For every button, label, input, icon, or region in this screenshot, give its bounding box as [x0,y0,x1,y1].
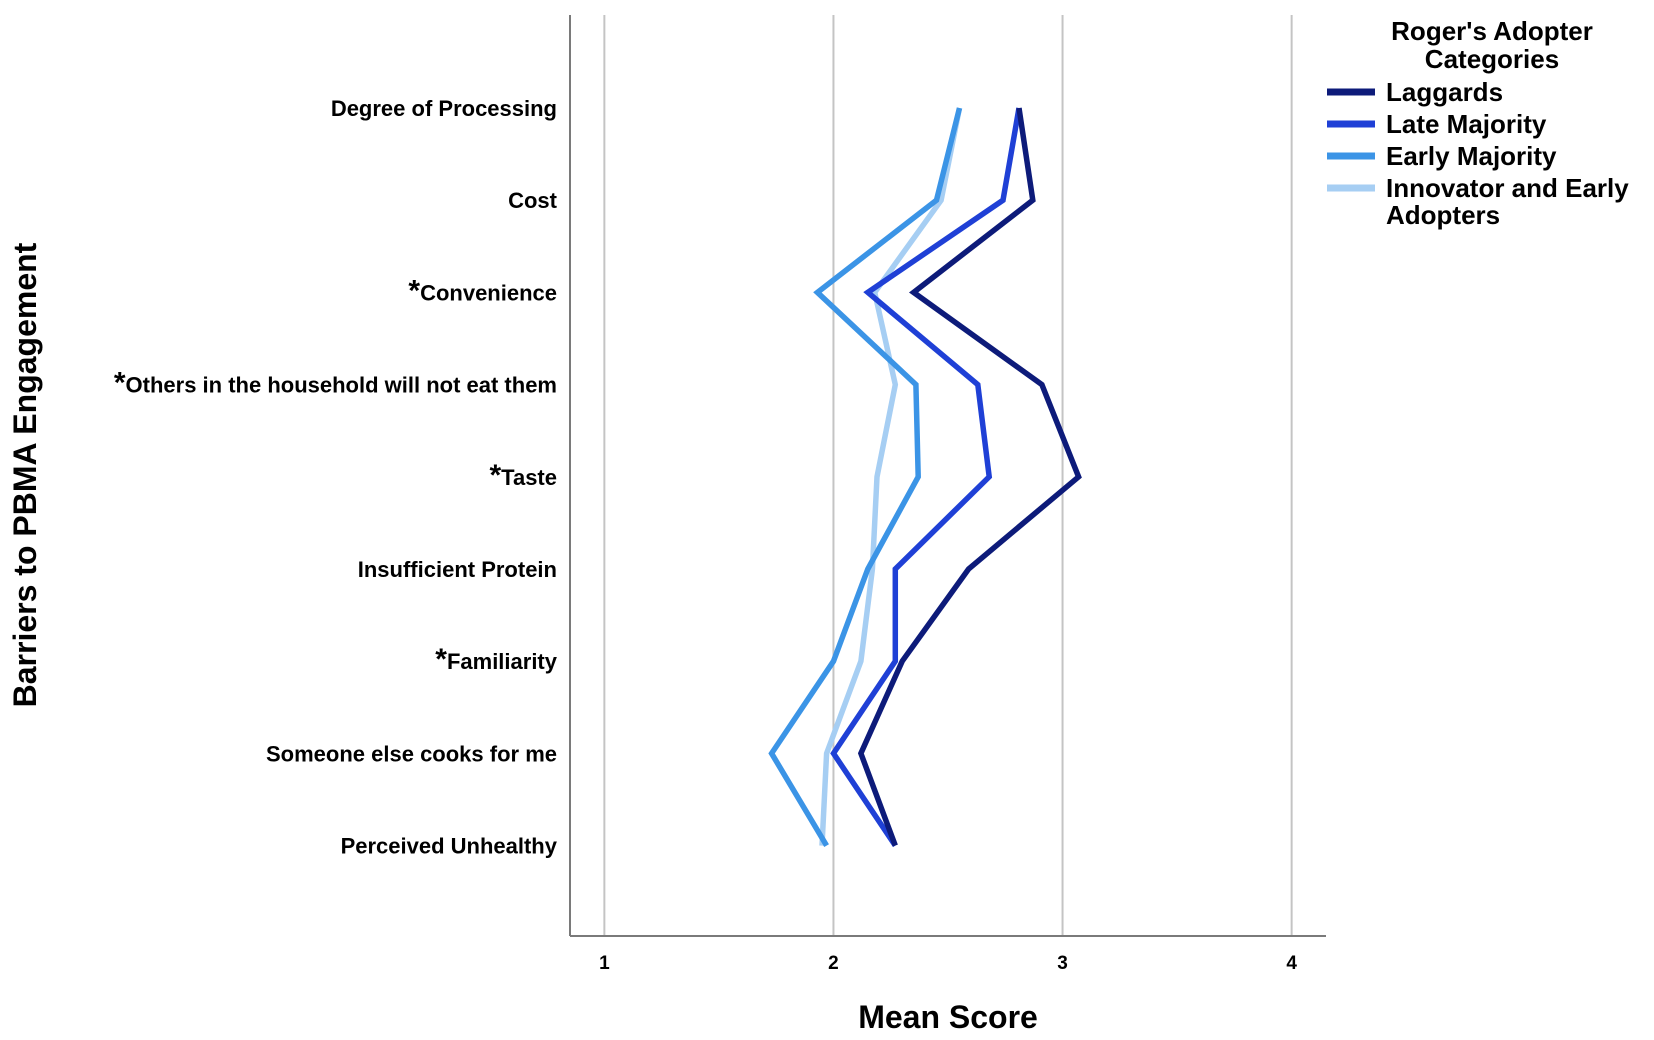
category-labels: Degree of ProcessingCost*Convenience*Oth… [114,96,558,859]
significance-marker: * [489,459,501,492]
gridlines [603,15,1293,936]
category-label: Insufficient Protein [358,557,557,582]
series-lines [768,107,1082,848]
category-text: Familiarity [447,649,558,674]
x-tick-label-4: 4 [1286,953,1297,974]
legend-title: Roger's Adopter Categories [1391,16,1593,74]
x-axis-title: Mean Score [858,999,1038,1035]
category-label: *Others in the household will not eat th… [114,367,557,400]
category-text: Taste [501,465,557,490]
category-text: Insufficient Protein [358,557,557,582]
x-tick-labels: 1 2 3 4 [599,953,1297,974]
category-label: Cost [508,188,558,213]
category-text: Degree of Processing [331,96,557,121]
category-label: Degree of Processing [331,96,557,121]
legend-label: Early Majority [1386,141,1557,171]
legend-label: Laggards [1386,77,1503,107]
y-axis-title: Barriers to PBMA Engagement [7,242,43,707]
series-line-innovator-and-early-adopters [819,107,963,846]
category-label: Perceived Unhealthy [341,834,558,859]
category-label: *Familiarity [435,643,557,676]
x-tick-label-2: 2 [828,953,839,974]
legend-label: Late Majority [1386,109,1547,139]
significance-marker: * [435,643,447,676]
significance-marker: * [114,367,126,400]
legend-label: Innovator and Early Adopters [1386,173,1629,230]
category-text: Convenience [420,280,557,305]
series-line-laggards [857,107,1082,847]
series-line-late-majority [830,107,1022,848]
series-line-early-majority [768,107,963,848]
category-label: *Taste [489,459,557,492]
category-text: Cost [508,188,558,213]
axes [569,15,1326,937]
x-tick-label-3: 3 [1057,953,1068,974]
x-tick-label-1: 1 [599,953,610,974]
category-text: Perceived Unhealthy [341,834,558,859]
category-text: Someone else cooks for me [266,741,557,766]
category-label: *Convenience [408,274,557,307]
category-label: Someone else cooks for me [266,741,557,766]
category-text: Others in the household will not eat the… [126,373,557,398]
significance-marker: * [408,274,420,307]
